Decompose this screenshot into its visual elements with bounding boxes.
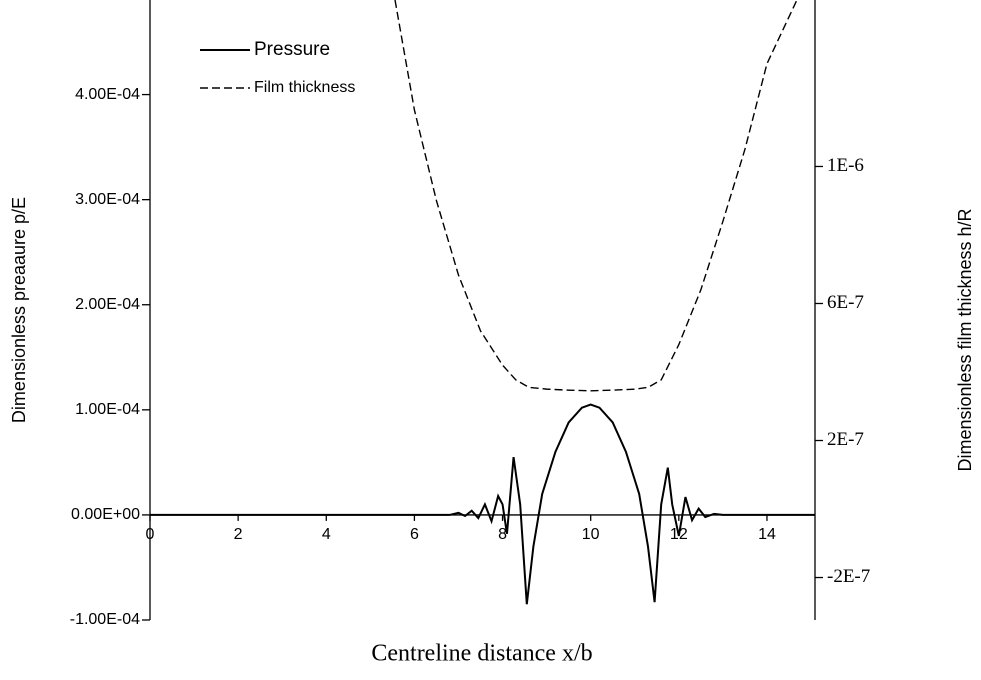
y-axis-title: Dimensionless preaaure p/E (9, 197, 29, 423)
y-tick-label: 0.00E+00 (71, 506, 140, 523)
y-tick-label: -1.00E-04 (70, 611, 140, 628)
x-tick-label: 0 (146, 526, 155, 543)
y2-tick-label: 6E-7 (827, 292, 864, 313)
y-tick-label: 3.00E-04 (75, 191, 140, 208)
x-tick-label: 2 (234, 526, 243, 543)
series-line (394, 0, 798, 392)
x-axis-title: Centreline distance x/b (371, 641, 592, 667)
series-line (150, 403, 815, 605)
y-tick-label: 1.00E-04 (75, 401, 140, 418)
x-tick-label: 4 (322, 526, 331, 543)
y2-tick-label: 1E-6 (827, 155, 864, 176)
x-tick-label: 8 (498, 526, 507, 543)
legend-label: Pressure (254, 39, 330, 60)
y-tick-label: 4.00E-04 (75, 86, 140, 103)
y2-tick-label: 2E-7 (827, 429, 864, 450)
y2-tick-label: -2E-7 (827, 566, 870, 587)
x-tick-label: 6 (410, 526, 419, 543)
legend-label: Film thickness (254, 79, 355, 96)
x-tick-label: 14 (758, 526, 776, 543)
x-tick-label: 10 (582, 526, 600, 543)
plot-area (150, 0, 815, 605)
y2-axis-title: Dimensionless film thickness h/R (955, 208, 975, 471)
y-tick-label: 2.00E-04 (75, 296, 140, 313)
